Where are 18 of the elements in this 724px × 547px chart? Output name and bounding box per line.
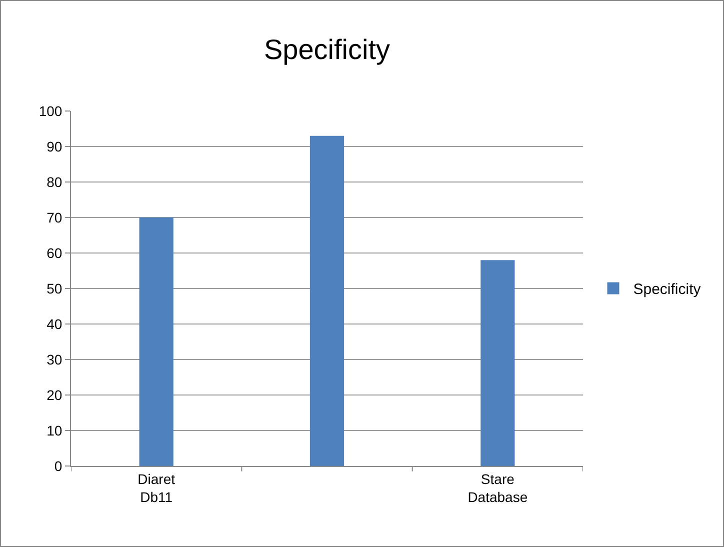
y-tick-label: 80 [46,174,62,190]
y-tick-label: 50 [46,280,62,296]
y-tick-label: 100 [38,102,62,119]
bar [310,136,344,466]
y-tick-label: 70 [46,209,62,226]
y-tick-label: 20 [46,386,62,403]
bar [139,218,174,466]
x-tick-label: Diaret Db11 [138,470,176,505]
chart-title: Specificity [264,34,390,65]
x-tick-label: Stare Database [468,470,528,505]
y-tick-label: 40 [46,316,62,332]
y-tick-label: 60 [46,244,62,261]
y-tick-label: 0 [54,458,62,474]
legend-label: Specificity [633,281,702,298]
bar [480,260,515,466]
y-tick-label: 90 [46,138,62,154]
y-tick-label: 30 [46,351,62,368]
y-tick-label: 10 [46,422,62,438]
